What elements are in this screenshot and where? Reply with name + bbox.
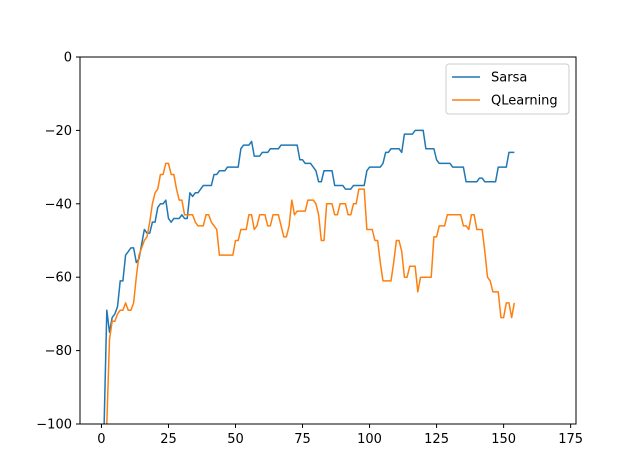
x-tick-label: 125 <box>424 432 449 447</box>
plot-lines <box>103 129 516 424</box>
x-tick-label: 175 <box>558 432 583 447</box>
x-tick-label: 150 <box>491 432 516 447</box>
y-tick-label: −20 <box>45 124 72 139</box>
x-tick-label: 25 <box>160 432 177 447</box>
x-tick-label: 75 <box>294 432 311 447</box>
x-tick-label: 50 <box>227 432 244 447</box>
legend-label-qlearning: QLearning <box>491 94 558 109</box>
legend-label-sarsa: Sarsa <box>491 71 527 86</box>
axes-frame <box>79 56 577 425</box>
series-line-qlearning <box>106 162 516 424</box>
series-line-sarsa <box>103 129 515 424</box>
y-tick-label: 0 <box>64 51 72 66</box>
y-tick-label: −60 <box>45 271 72 286</box>
x-axis: 0 25 50 75 100 125 150 175 <box>97 424 583 447</box>
x-tick-label: 100 <box>357 432 382 447</box>
y-tick-label: −40 <box>45 197 72 212</box>
y-tick-label: −100 <box>36 418 72 433</box>
y-tick-label: −80 <box>45 344 72 359</box>
y-axis: −100 −80 −60 −40 −20 0 <box>36 51 80 433</box>
legend: Sarsa QLearning <box>445 63 570 115</box>
x-tick-label: 0 <box>97 432 105 447</box>
